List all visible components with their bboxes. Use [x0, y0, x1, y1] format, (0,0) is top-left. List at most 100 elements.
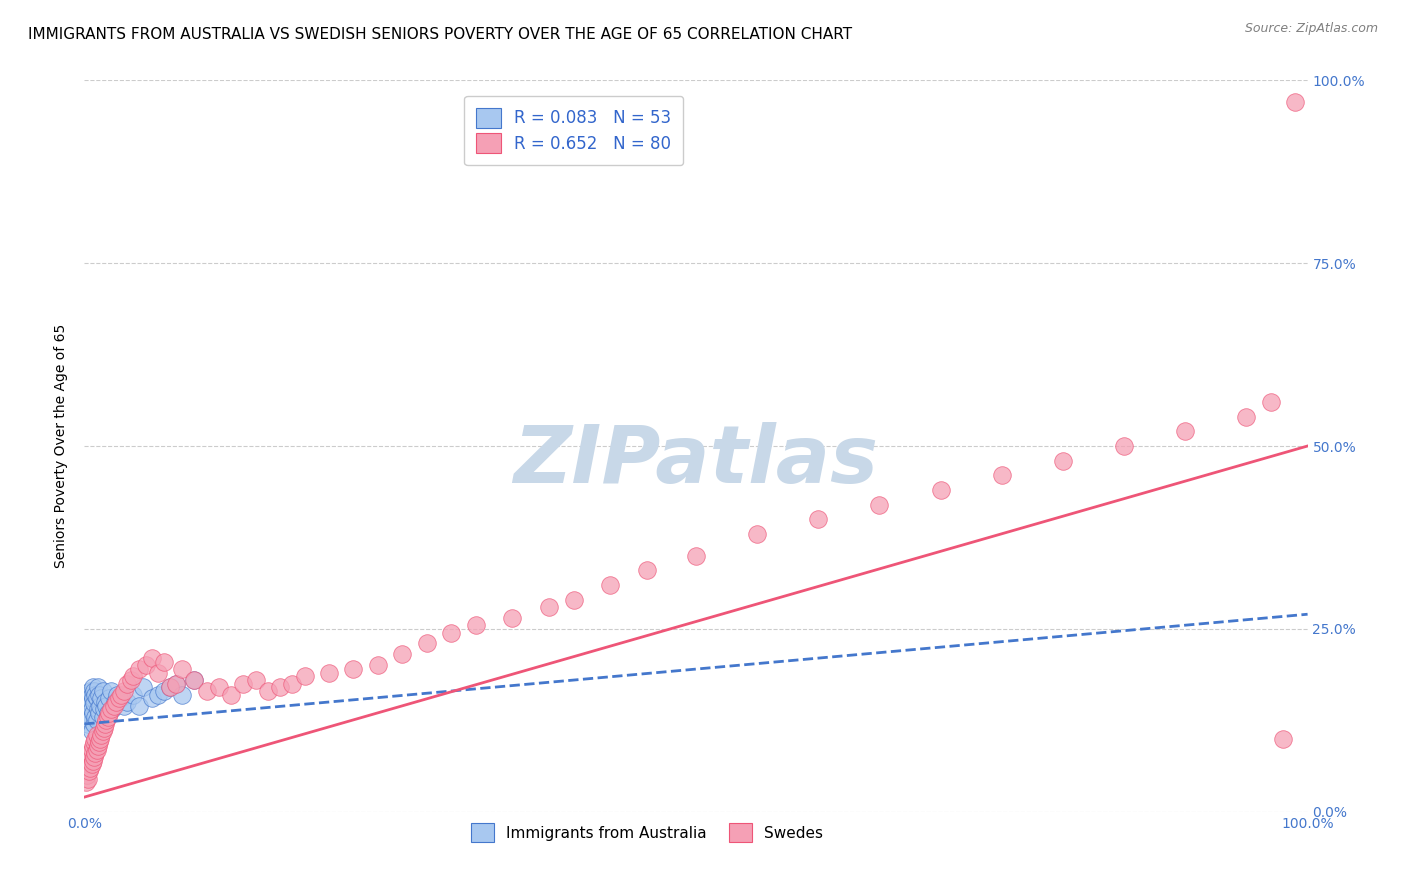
Point	[94, 717, 117, 731]
Point	[342, 662, 364, 676]
Point	[294, 669, 316, 683]
Point	[82, 691, 104, 706]
Point	[183, 673, 205, 687]
Point	[146, 665, 169, 680]
Point	[599, 578, 621, 592]
Point	[1260, 395, 1282, 409]
Point	[77, 772, 100, 786]
Point	[110, 691, 132, 706]
Point	[219, 688, 242, 702]
Point	[416, 636, 439, 650]
Point	[112, 698, 135, 713]
Point	[103, 698, 125, 713]
Point	[84, 746, 107, 760]
Point	[538, 599, 561, 614]
Point	[869, 498, 891, 512]
Point	[105, 688, 128, 702]
Point	[86, 714, 108, 728]
Point	[1114, 439, 1136, 453]
Point	[79, 684, 101, 698]
Point	[747, 526, 769, 541]
Point	[1236, 409, 1258, 424]
Point	[93, 702, 115, 716]
Point	[100, 702, 122, 716]
Point	[107, 691, 129, 706]
Point	[141, 651, 163, 665]
Point	[232, 676, 254, 690]
Point	[87, 688, 110, 702]
Point	[97, 706, 120, 720]
Point	[80, 688, 103, 702]
Point	[96, 698, 118, 713]
Point	[80, 702, 103, 716]
Point	[75, 775, 97, 789]
Point	[115, 676, 138, 690]
Point	[172, 662, 194, 676]
Point	[367, 658, 389, 673]
Point	[146, 688, 169, 702]
Point	[562, 592, 585, 607]
Point	[991, 468, 1014, 483]
Point	[80, 757, 103, 772]
Point	[76, 695, 98, 709]
Point	[110, 688, 132, 702]
Point	[120, 673, 142, 687]
Legend: Immigrants from Australia, Swedes: Immigrants from Australia, Swedes	[464, 817, 830, 848]
Point	[77, 691, 100, 706]
Point	[84, 731, 107, 746]
Point	[97, 691, 120, 706]
Point	[93, 721, 115, 735]
Point	[112, 684, 135, 698]
Point	[97, 706, 120, 720]
Point	[90, 691, 112, 706]
Point	[208, 681, 231, 695]
Point	[86, 742, 108, 756]
Point	[100, 684, 122, 698]
Point	[153, 655, 176, 669]
Point	[82, 739, 104, 753]
Point	[77, 702, 100, 716]
Text: Source: ZipAtlas.com: Source: ZipAtlas.com	[1244, 22, 1378, 36]
Point	[122, 669, 145, 683]
Point	[90, 728, 112, 742]
Point	[141, 691, 163, 706]
Point	[128, 698, 150, 713]
Point	[440, 625, 463, 640]
Point	[86, 728, 108, 742]
Point	[87, 681, 110, 695]
Point	[83, 684, 105, 698]
Point	[82, 681, 104, 695]
Point	[77, 698, 100, 713]
Text: ZIPatlas: ZIPatlas	[513, 422, 879, 500]
Point	[77, 709, 100, 723]
Point	[79, 746, 101, 760]
Point	[391, 648, 413, 662]
Point	[318, 665, 340, 680]
Point	[87, 702, 110, 716]
Y-axis label: Seniors Poverty Over the Age of 65: Seniors Poverty Over the Age of 65	[55, 324, 69, 568]
Point	[1174, 425, 1197, 439]
Point	[1052, 453, 1074, 467]
Point	[77, 688, 100, 702]
Point	[172, 688, 194, 702]
Point	[86, 691, 108, 706]
Point	[83, 697, 105, 711]
Point	[84, 688, 107, 702]
Point	[89, 731, 111, 746]
Point	[91, 724, 114, 739]
Point	[87, 706, 110, 720]
Point	[96, 714, 118, 728]
Point	[115, 695, 138, 709]
Point	[104, 695, 127, 709]
Point	[257, 684, 280, 698]
Point	[97, 709, 120, 723]
Point	[83, 749, 105, 764]
Point	[84, 709, 107, 723]
Point	[83, 717, 105, 731]
Point	[464, 618, 486, 632]
Point	[685, 549, 707, 563]
Point	[82, 754, 104, 768]
Point	[77, 757, 100, 772]
Point	[165, 676, 187, 690]
Point	[183, 673, 205, 687]
